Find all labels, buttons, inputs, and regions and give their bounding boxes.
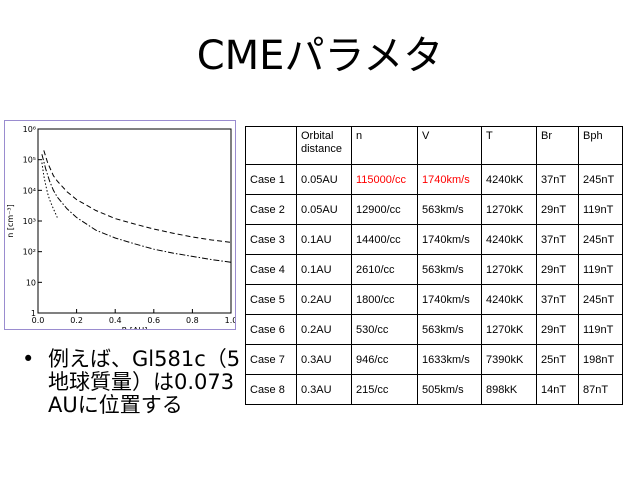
br-cell: 29nT (536, 254, 579, 285)
case-label-cell: Case 6 (245, 314, 297, 345)
velocity-cell: 563km/s (417, 254, 482, 285)
velocity-cell: 563km/s (417, 194, 482, 225)
x-tick-label: 1.0 (225, 316, 235, 325)
orbital-distance-cell: 0.2AU (296, 314, 352, 345)
case-label-cell: Case 8 (245, 374, 297, 405)
orbital-distance-cell: 0.3AU (296, 344, 352, 375)
y-tick-label: 10³ (23, 217, 36, 226)
br-cell: 14nT (536, 374, 579, 405)
slide-title: CMEパラメタ (196, 33, 444, 79)
header-orbital-distance: Orbital distance (296, 126, 352, 165)
density-cell: 215/cc (351, 374, 418, 405)
orbital-distance-cell: 0.2AU (296, 284, 352, 315)
temperature-cell: 4240kK (481, 164, 537, 195)
header-v: V (417, 126, 482, 165)
header-bph: Bph (578, 126, 623, 165)
y-tick-label: 10⁵ (23, 156, 36, 165)
y-tick-label: 10⁴ (23, 186, 36, 195)
case-label-cell: Case 3 (245, 224, 297, 255)
bph-cell: 119nT (578, 194, 623, 225)
x-axis-label: R [AU] (122, 326, 148, 329)
density-cell: 946/cc (351, 344, 418, 375)
table-row: Case 8 0.3AU 215/cc 505km/s 898kK 14nT 87nT (245, 374, 623, 405)
density-cell: 1800/cc (351, 284, 418, 315)
y-tick-label: 10² (23, 248, 36, 257)
density-cell: 2610/cc (351, 254, 418, 285)
bph-cell: 119nT (578, 314, 623, 345)
temperature-cell: 4240kK (481, 284, 537, 315)
velocity-cell: 1740km/s (417, 164, 482, 195)
velocity-cell: 1740km/s (417, 224, 482, 255)
y-tick-label: 10⁶ (23, 125, 36, 134)
bph-cell: 87nT (578, 374, 623, 405)
velocity-cell: 1633km/s (417, 344, 482, 375)
velocity-cell: 505km/s (417, 374, 482, 405)
bph-cell: 245nT (578, 164, 623, 195)
case-label-cell: Case 5 (245, 284, 297, 315)
br-cell: 29nT (536, 194, 579, 225)
temperature-cell: 7390kK (481, 344, 537, 375)
orbital-distance-cell: 0.05AU (296, 194, 352, 225)
y-axis-label: n [cm⁻³] (6, 204, 15, 237)
density-plot-svg: 0.0 0.2 0.4 0.6 0.8 1.0 1 10 10² 10³ 10⁴ 10⁵ 10⁶ R [A… (6, 125, 235, 329)
table-row: Case 5 0.2AU 1800/cc 1740km/s 4240kK 37nT 245n… (245, 284, 623, 315)
y-tick-label: 10 (26, 278, 36, 287)
density-cell: 12900/cc (351, 194, 418, 225)
orbital-distance-cell: 0.3AU (296, 374, 352, 405)
x-tick-label: 0.2 (70, 316, 83, 325)
br-cell: 25nT (536, 344, 579, 375)
x-tick-label: 0.4 (109, 316, 122, 325)
orbital-distance-cell: 0.1AU (296, 254, 352, 285)
orbital-distance-cell: 0.1AU (296, 224, 352, 255)
header-n: n (351, 126, 418, 165)
bph-cell: 245nT (578, 284, 623, 315)
case-label-cell: Case 2 (245, 194, 297, 225)
density-series-dash-dot (41, 154, 232, 263)
y-tick-label: 1 (31, 309, 36, 318)
br-cell: 37nT (536, 164, 579, 195)
velocity-cell: 563km/s (417, 314, 482, 345)
header-cell-empty (245, 126, 297, 165)
case-label-cell: Case 4 (245, 254, 297, 285)
table-row: Case 7 0.3AU 946/cc 1633km/s 7390kK 25nT 198nT (245, 344, 623, 375)
x-tick-label: 0.6 (147, 316, 160, 325)
density-cell: 14400/cc (351, 224, 418, 255)
bph-cell: 119nT (578, 254, 623, 285)
temperature-cell: 1270kK (481, 314, 537, 345)
table-row: Case 1 0.05AU 115000/cc 1740km/s 4240kK 37nT 2… (245, 164, 623, 195)
density-series-dashed (43, 150, 232, 243)
br-cell: 37nT (536, 224, 579, 255)
header-t: T (481, 126, 537, 165)
velocity-cell: 1740km/s (417, 284, 482, 315)
bullet-text: 例えば、Gl581c（5地球質量）は0.073 AUに位置する (48, 347, 241, 417)
br-cell: 29nT (536, 314, 579, 345)
density-cell: 115000/cc (351, 164, 418, 195)
table-row: Case 4 0.1AU 2610/cc 563km/s 1270kK 29nT 119nT (245, 254, 623, 285)
orbital-distance-cell: 0.05AU (296, 164, 352, 195)
br-cell: 37nT (536, 284, 579, 315)
temperature-cell: 898kK (481, 374, 537, 405)
temperature-cell: 4240kK (481, 224, 537, 255)
table-row: Case 3 0.1AU 14400/cc 1740km/s 4240kK 37nT 245… (245, 224, 623, 255)
density-cell: 530/cc (351, 314, 418, 345)
density-series-dotted (41, 162, 58, 218)
bph-cell: 198nT (578, 344, 623, 375)
temperature-cell: 1270kK (481, 194, 537, 225)
x-tick-label: 0.0 (32, 316, 45, 325)
table-header-row: Orbital distance n V T Br Bph (245, 126, 623, 165)
density-plot: 0.0 0.2 0.4 0.6 0.8 1.0 1 10 10² 10³ 10⁴ 10⁵ 10⁶ R [A… (4, 120, 236, 330)
bullet-symbol: • (22, 347, 35, 371)
case-label-cell: Case 1 (245, 164, 297, 195)
case-label-cell: Case 7 (245, 344, 297, 375)
temperature-cell: 1270kK (481, 254, 537, 285)
x-tick-label: 0.8 (186, 316, 199, 325)
header-br: Br (536, 126, 579, 165)
bph-cell: 245nT (578, 224, 623, 255)
plot-axes-box (37, 128, 232, 314)
table-row: Case 2 0.05AU 12900/cc 563km/s 1270kK 29nT 119… (245, 194, 623, 225)
cme-parameter-table: Orbital distance n V T Br Bph Case 1 0.05… (245, 126, 623, 405)
table-row: Case 6 0.2AU 530/cc 563km/s 1270kK 29nT 119nT (245, 314, 623, 345)
